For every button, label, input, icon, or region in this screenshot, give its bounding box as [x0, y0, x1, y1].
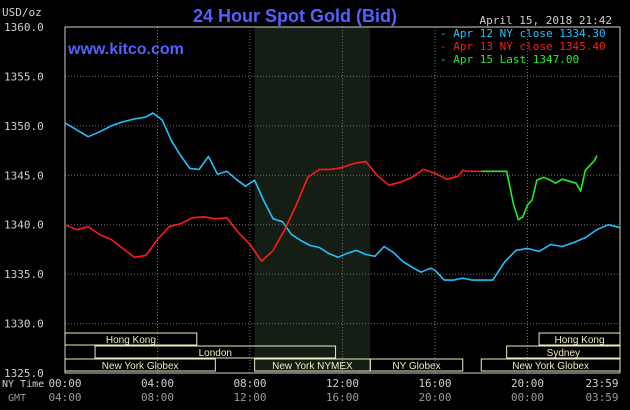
x-tick-label-gmt: 16:00	[326, 391, 359, 404]
session-label: London	[199, 348, 232, 359]
gmt-label: GMT	[8, 393, 26, 404]
session-label: New York NYMEX	[272, 361, 353, 372]
legend-entry: - Apr 12 NY close 1334.30	[440, 27, 606, 40]
website-link[interactable]: www.kitco.com	[67, 41, 184, 58]
currency-label: USD/oz	[2, 6, 42, 19]
ny-time-label: NY Time	[2, 379, 44, 390]
session-box	[480, 358, 621, 372]
session-layer: Hong Kong London New York Globex New York N…	[64, 332, 621, 372]
plot-frame	[64, 26, 621, 374]
x-tick-label-gmt: 04:00	[48, 391, 81, 404]
x-tick-label-ny: 23:59	[585, 377, 618, 390]
session-label: Sydney	[547, 348, 580, 359]
session-box	[369, 358, 464, 372]
nymex-shade-layer	[254, 27, 371, 373]
series-line-3	[481, 155, 598, 221]
x-tick-label-gmt: 12:00	[233, 391, 266, 404]
legend: - Apr 12 NY close 1334.30- Apr 13 NY clo…	[440, 27, 606, 66]
grid-layer	[64, 26, 621, 374]
timestamp: April 15, 2018 21:42	[480, 14, 612, 27]
x-tick-label-gmt: 00:00	[511, 391, 544, 404]
x-tick-label-ny: 08:00	[233, 377, 266, 390]
session-box	[538, 332, 621, 346]
session-box	[94, 345, 337, 359]
series-line-1	[64, 112, 621, 281]
chart-title: 24 Hour Spot Gold (Bid)	[193, 6, 397, 26]
x-tick-label-ny: 04:00	[141, 377, 174, 390]
y-tick-label: 1325.0	[4, 367, 44, 380]
y-tick-label: 1355.0	[4, 70, 44, 83]
x-tick-label-gmt: 08:00	[141, 391, 174, 404]
legend-entry: - Apr 13 NY close 1345.40	[440, 40, 606, 53]
nymex-shade-region	[254, 27, 371, 373]
axis-layer: 1360.0 1355.0 1350.0 1345.0 1340.0 1335.0 1330…	[4, 21, 619, 404]
y-tick-label: 1345.0	[4, 169, 44, 182]
series-line-2	[64, 160, 482, 263]
session-label: New York Globex	[102, 361, 179, 372]
y-tick-label: 1335.0	[4, 268, 44, 281]
legend-entry: - Apr 15 Last 1347.00	[440, 53, 579, 66]
session-label: New York Globex	[512, 361, 589, 372]
x-tick-label-gmt: 20:00	[418, 391, 451, 404]
session-box	[64, 332, 198, 346]
x-tick-label-gmt: 03:59	[585, 391, 618, 404]
x-tick-label-ny: 16:00	[418, 377, 451, 390]
session-box	[506, 345, 621, 359]
y-tick-label: 1340.0	[4, 219, 44, 232]
x-tick-label-ny: 12:00	[326, 377, 359, 390]
y-tick-label: 1350.0	[4, 120, 44, 133]
session-label: Hong Kong	[106, 335, 156, 346]
series-layer	[64, 112, 621, 281]
session-label: Hong Kong	[555, 335, 605, 346]
x-tick-label-ny: 20:00	[511, 377, 544, 390]
x-tick-label-ny: 00:00	[48, 377, 81, 390]
session-label: NY Globex	[392, 361, 440, 372]
y-tick-label: 1330.0	[4, 318, 44, 331]
y-tick-label: 1360.0	[4, 21, 44, 34]
session-box	[64, 358, 216, 372]
